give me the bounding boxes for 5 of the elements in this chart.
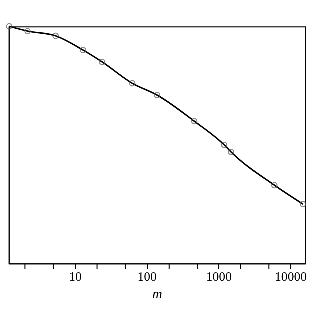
x-axis-title: m xyxy=(152,286,163,302)
x-tick-label: 1000 xyxy=(206,270,232,284)
x-tick-label: 10000 xyxy=(274,270,308,284)
x-tick-label: 100 xyxy=(138,270,157,284)
x-tick-label: 10 xyxy=(69,270,82,284)
